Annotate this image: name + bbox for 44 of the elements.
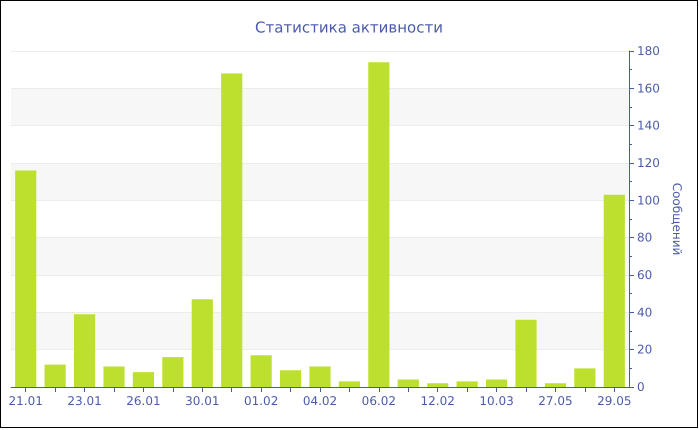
bar [456,381,478,387]
y-tick-label: 40 [637,305,652,320]
bar [309,366,331,387]
x-tick-label: 10.03 [479,394,514,408]
x-tick-label: 01.02 [244,394,278,408]
y-tick-label: 140 [637,118,660,133]
bar [162,357,184,387]
bar [250,355,272,387]
y-tick-label: 120 [637,156,660,170]
y-tick-label: 60 [637,268,652,282]
x-tick-label: 04.02 [302,394,338,408]
bar [338,381,360,387]
bar [368,62,390,387]
bar [103,366,125,387]
x-tick-label: 12.02 [420,394,455,408]
y-tick-label: 100 [637,193,660,208]
bar [398,380,419,387]
x-tick-label: 26.01 [126,394,161,408]
bar [427,383,448,387]
x-tick-label: 23.01 [67,394,102,408]
chart-title: Статистика активности [255,18,443,36]
bar [221,73,242,387]
bar [544,383,566,387]
bar [192,299,213,387]
x-tick-label: 21.01 [8,394,43,408]
bar [604,194,625,387]
y-axis-title: Сообщений [670,182,684,256]
x-tick-label: 06.02 [362,394,396,408]
bar [44,364,66,387]
y-tick-label: 0 [637,380,645,394]
bar [574,368,596,387]
bar [486,380,508,387]
y-tick-label: 20 [637,342,652,357]
y-tick-label: 180 [637,44,660,58]
y-tick-label: 80 [637,230,652,245]
bar [280,370,302,387]
bar [15,170,36,387]
x-tick-label: 27.05 [538,394,573,408]
bar [515,320,537,387]
x-tick-label: 30.01 [185,394,220,408]
x-tick-label: 29.05 [597,394,632,408]
y-tick-label: 160 [637,81,660,96]
bar [74,314,96,387]
bar [132,372,154,387]
